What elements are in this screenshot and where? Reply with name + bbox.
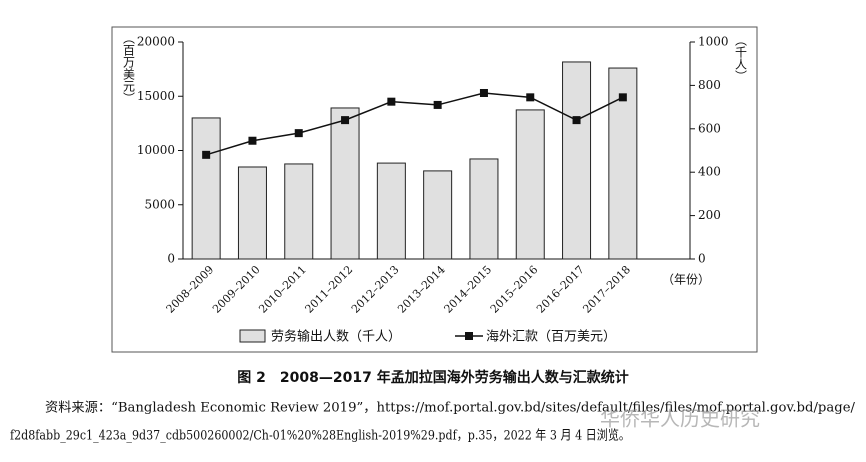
x-tick-label: 2010–2011 <box>256 263 309 316</box>
x-tick-label: 2009–2010 <box>210 263 263 316</box>
bar <box>469 158 499 260</box>
x-tick-label: 2016–2017 <box>534 263 587 316</box>
marker <box>433 100 442 109</box>
y-axis-title: （百万美元） <box>122 32 136 104</box>
caption: 图 2 2008—2017 年孟加拉国海外劳务输出人数与汇款统计 <box>237 369 628 386</box>
marker <box>341 116 350 125</box>
marker <box>294 129 303 138</box>
bar <box>423 170 453 260</box>
marker <box>526 93 535 102</box>
marker <box>479 88 488 97</box>
marker <box>618 93 627 102</box>
marker <box>248 136 257 145</box>
bar <box>330 107 360 260</box>
y-tick-label: 0 <box>167 252 175 266</box>
y2-tick-label: 600 <box>698 121 721 135</box>
y2-tick-label: 800 <box>698 78 721 92</box>
y2-axis-title: （千人） <box>734 34 748 82</box>
y2-tick-label: 1000 <box>698 35 729 49</box>
bar <box>515 109 545 260</box>
legend-label: 劳务输出人数（千人） <box>271 329 401 345</box>
legend-label: 海外汇款（百万美元） <box>486 330 616 345</box>
watermark: 华侨华人历史研究 <box>600 407 760 431</box>
x-tick-label: 2012–2013 <box>349 263 402 316</box>
bar <box>284 163 314 260</box>
line <box>205 92 624 156</box>
legend-swatch <box>465 332 473 340</box>
legend-swatch <box>239 329 266 343</box>
y-tick-label: 10000 <box>137 143 175 157</box>
x-tick-label: 2013–2014 <box>395 263 448 316</box>
chart-frame <box>111 26 758 353</box>
x-tick-label: 2014–2015 <box>442 263 495 316</box>
x-tick-label: 2017–2018 <box>580 263 633 316</box>
bar <box>562 61 592 260</box>
source-line: 资料来源：“Bangladesh Economic Review 2019”，h… <box>45 401 856 416</box>
bar <box>237 166 267 260</box>
x-tick-label: 2011–2012 <box>303 263 356 316</box>
source-line: f2d8fabb_29c1_423a_9d37_cdb500260002/Ch-… <box>10 428 630 444</box>
marker <box>572 116 581 125</box>
bar <box>376 162 406 260</box>
x-axis-title: （年份） <box>662 273 710 287</box>
marker <box>387 97 396 106</box>
bar <box>191 117 221 260</box>
y2-tick-label: 400 <box>698 165 721 179</box>
y-tick-label: 15000 <box>137 89 175 103</box>
y-tick-label: 20000 <box>137 35 175 49</box>
x-tick-label: 2015–2016 <box>488 263 541 316</box>
y2-tick-label: 0 <box>698 252 706 266</box>
marker <box>202 150 211 159</box>
y-tick-label: 5000 <box>144 197 175 211</box>
y2-tick-label: 200 <box>698 208 721 222</box>
x-tick-label: 2008–2009 <box>164 263 217 316</box>
